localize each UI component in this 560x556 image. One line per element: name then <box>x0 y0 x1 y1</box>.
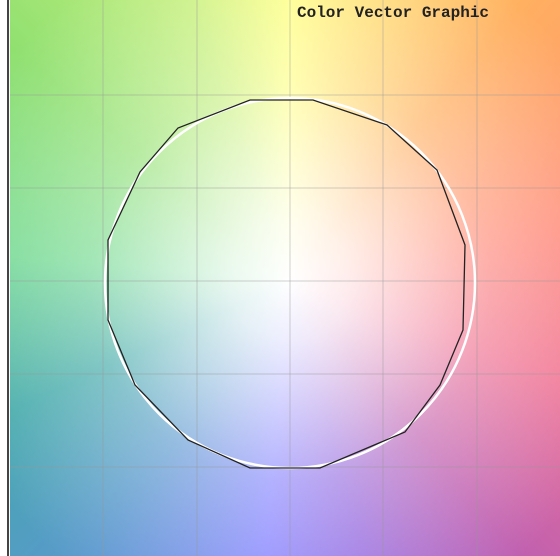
color-vector-path <box>107 99 466 469</box>
title: Color Vector Graphic <box>297 4 490 22</box>
grid <box>10 0 560 556</box>
color-wheel-background <box>10 0 560 556</box>
left-border <box>7 0 9 556</box>
